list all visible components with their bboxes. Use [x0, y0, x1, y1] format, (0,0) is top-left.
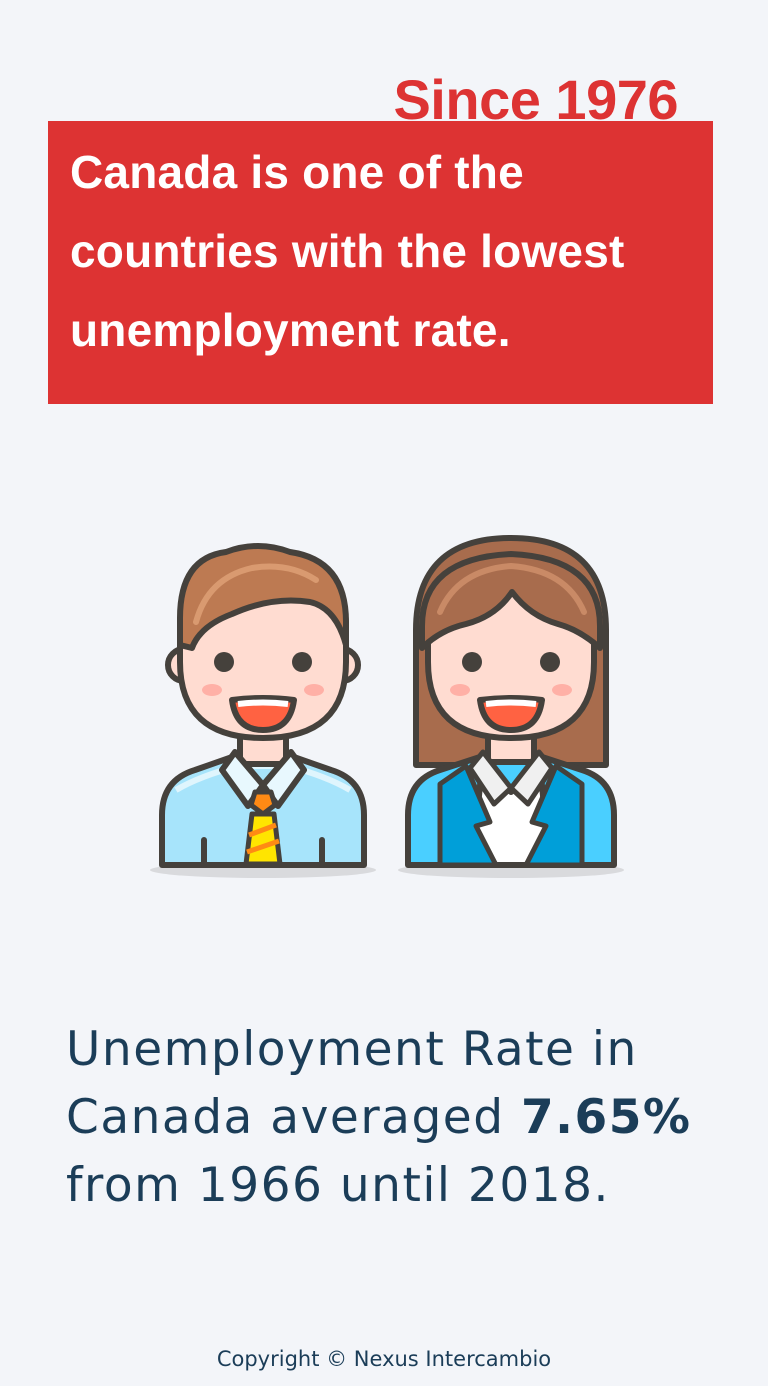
stat-line-2-prefix: Canada averaged: [66, 1090, 521, 1145]
headline-banner: Canada is one of the countries with the …: [48, 121, 713, 404]
unemployment-stat-text: Unemployment Rate in Canada averaged 7.6…: [66, 1016, 726, 1220]
workers-illustration: [140, 530, 640, 890]
copyright-footer: Copyright © Nexus Intercambio: [216, 1347, 552, 1371]
headline-line-1: Canada is one of the: [70, 146, 524, 198]
headline-line-3: unemployment rate.: [70, 304, 511, 356]
since-year-label: Since 1976: [393, 68, 678, 131]
headline-text: Canada is one of the countries with the …: [70, 133, 697, 370]
headline-line-2: countries with the lowest: [70, 225, 625, 277]
businesswoman-icon: [398, 535, 624, 878]
average-rate-value: 7.65%: [520, 1090, 692, 1145]
stat-line-1: Unemployment Rate in: [66, 1022, 638, 1077]
stat-line-3: from 1966 until 2018.: [66, 1158, 610, 1213]
businessman-icon: [150, 543, 376, 878]
